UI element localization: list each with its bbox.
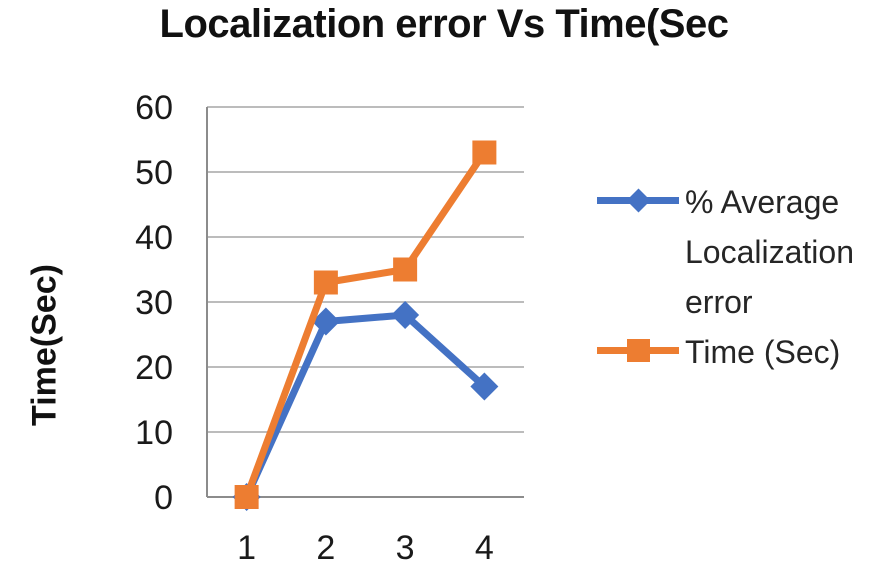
y-tick-label: 60 [135, 89, 173, 127]
legend-item-average-localization-error: % Average Localization error [597, 177, 887, 327]
data-point-diamond [391, 301, 420, 329]
legend-square-marker-icon [597, 339, 681, 365]
data-point-square [393, 257, 418, 282]
series-line-1 [243, 149, 488, 501]
series-line-0 [243, 311, 488, 501]
legend-diamond-marker-icon [597, 188, 681, 215]
y-tick-label: 20 [135, 349, 173, 387]
y-tick-label: 50 [135, 154, 173, 192]
data-point-square [313, 270, 338, 295]
x-tick-label: 4 [475, 529, 494, 567]
legend-label-average-localization-error: % Average Localization error [685, 184, 854, 320]
legend-item-time-sec: Time (Sec) [597, 327, 887, 377]
y-tick-label: 0 [154, 479, 173, 517]
chart-title: Localization error Vs Time(Sec [159, 2, 729, 46]
legend: % Average Localization error Time (Sec) [597, 177, 887, 377]
data-point-square [234, 485, 259, 509]
x-tick-label: 3 [396, 529, 415, 567]
legend-label-time-sec: Time (Sec) [685, 334, 841, 370]
data-point-diamond [311, 307, 340, 336]
data-point-square [472, 140, 497, 165]
y-tick-label: 40 [135, 219, 173, 257]
data-point-diamond [470, 372, 499, 401]
y-tick-label: 30 [135, 284, 173, 322]
x-tick-label: 2 [316, 529, 335, 567]
x-tick-label: 1 [237, 529, 256, 567]
y-tick-label: 10 [135, 414, 173, 452]
